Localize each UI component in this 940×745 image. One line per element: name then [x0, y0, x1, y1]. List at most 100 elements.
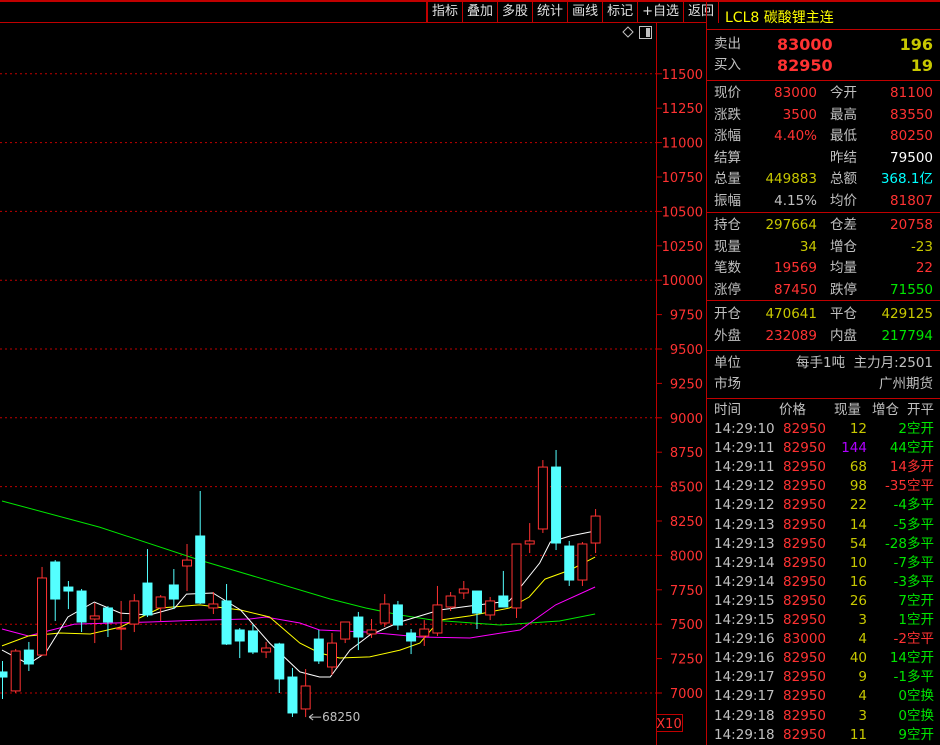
- candle[interactable]: [392, 600, 403, 630]
- stat-label: 仓差: [830, 217, 857, 233]
- candle[interactable]: [419, 620, 430, 646]
- candle[interactable]: [274, 642, 285, 693]
- stat-value: 83550: [890, 106, 933, 123]
- candle[interactable]: [261, 641, 272, 659]
- candle[interactable]: [300, 669, 311, 718]
- diamond-icon[interactable]: [622, 26, 634, 38]
- stat-row: 现量 34 增仓 -23: [707, 237, 940, 258]
- stat-row: 总量 449883 总额 368.1亿: [707, 169, 940, 190]
- tick-price: 82950: [783, 497, 826, 514]
- tick-oi-change: -2: [893, 631, 907, 648]
- tick-oi-change: 2: [898, 421, 907, 437]
- tick-open-close: 多平: [907, 497, 934, 514]
- candle[interactable]: [168, 569, 179, 610]
- tick-oi-change: 9: [898, 726, 907, 743]
- draw-line-button[interactable]: 画线: [568, 2, 604, 23]
- y-tick-label: 11500: [662, 68, 703, 83]
- candle[interactable]: [485, 596, 496, 621]
- tick-row: 14:29:14 82950 10 -7 多平: [707, 554, 940, 573]
- candle[interactable]: [155, 595, 166, 622]
- chart-toolbar: 指标 叠加 多股 统计 画线 标记 +自选 返回: [0, 0, 720, 23]
- candle[interactable]: [89, 603, 100, 644]
- header-price: 价格: [779, 402, 806, 418]
- tick-volume: 3: [858, 612, 867, 628]
- overlay-button[interactable]: 叠加: [463, 2, 499, 23]
- candle[interactable]: [247, 624, 258, 655]
- candle[interactable]: [129, 594, 140, 633]
- candle[interactable]: [287, 667, 298, 717]
- tick-volume: 54: [849, 535, 867, 552]
- candle[interactable]: [10, 648, 21, 693]
- tick-oi-change: 0: [898, 688, 907, 705]
- candle[interactable]: [498, 570, 509, 608]
- candle[interactable]: [340, 621, 351, 644]
- candle[interactable]: [432, 585, 443, 637]
- candle[interactable]: [379, 594, 390, 627]
- candle[interactable]: [208, 592, 219, 615]
- panel-toggle-icon[interactable]: [639, 26, 652, 39]
- tick-price: 82950: [783, 592, 826, 609]
- candle[interactable]: [524, 523, 535, 554]
- y-tick-label: 7000: [670, 687, 703, 702]
- candle[interactable]: [50, 560, 61, 622]
- header-oi-change: 增仓: [872, 402, 899, 418]
- indicator-button[interactable]: 指标: [428, 2, 464, 23]
- candle[interactable]: [116, 600, 127, 651]
- tick-volume: 22: [849, 497, 867, 514]
- candle[interactable]: [63, 580, 74, 610]
- candle[interactable]: [142, 549, 153, 618]
- stat-value: -23: [910, 238, 933, 255]
- candle[interactable]: [511, 543, 522, 619]
- tick-time: 14:29:14: [714, 554, 775, 571]
- candle[interactable]: [577, 542, 588, 586]
- candle[interactable]: [182, 543, 193, 592]
- candle[interactable]: [590, 509, 601, 554]
- candle[interactable]: [353, 611, 364, 651]
- candle[interactable]: [37, 566, 48, 656]
- candle[interactable]: [551, 449, 562, 551]
- low-arrow-icon: [308, 713, 322, 721]
- candle[interactable]: [234, 628, 245, 659]
- candle[interactable]: [76, 588, 87, 633]
- candle[interactable]: [313, 629, 324, 664]
- candle[interactable]: [327, 633, 337, 675]
- back-button[interactable]: 返回: [684, 2, 720, 23]
- candle[interactable]: [366, 618, 377, 638]
- tick-open-close: 空开: [907, 612, 934, 628]
- stat-label: 增仓: [830, 238, 857, 255]
- tick-oi-change: -35: [884, 478, 907, 495]
- multi-stock-button[interactable]: 多股: [498, 2, 534, 23]
- tick-row: 14:29:16 83000 4 -2 空平: [707, 630, 940, 649]
- tick-time: 14:29:18: [714, 707, 775, 724]
- tick-price: 82950: [783, 440, 826, 457]
- statistics-button[interactable]: 统计: [533, 2, 569, 23]
- candle[interactable]: [445, 592, 456, 611]
- tick-price: 82950: [783, 421, 826, 437]
- candle[interactable]: [0, 660, 8, 700]
- candle[interactable]: [406, 629, 417, 655]
- tick-price: 82950: [783, 535, 826, 552]
- stat-row: 结算 昨结 79500: [707, 148, 940, 169]
- candle[interactable]: [195, 491, 206, 604]
- candle[interactable]: [221, 584, 232, 645]
- candle[interactable]: [537, 460, 548, 533]
- tick-time: 14:29:10: [714, 421, 775, 437]
- header-open-close: 开平: [907, 402, 934, 418]
- candle[interactable]: [23, 641, 34, 671]
- add-watchlist-button[interactable]: +自选: [638, 2, 684, 23]
- candle[interactable]: [102, 606, 113, 637]
- stat-value: 87450: [774, 281, 817, 298]
- candle[interactable]: [471, 590, 482, 630]
- stat-value: 79500: [890, 149, 933, 166]
- header-time: 时间: [714, 402, 741, 418]
- y-tick-label: 9500: [670, 343, 703, 358]
- tick-volume: 144: [841, 440, 867, 457]
- mark-button[interactable]: 标记: [603, 2, 639, 23]
- stat-value: 429125: [881, 306, 933, 322]
- kline-chart[interactable]: 7000 7250 7500 7750 8000 8250 8500 8750 9000 9250…: [0, 23, 706, 745]
- candle[interactable]: [564, 540, 575, 586]
- candle[interactable]: [458, 580, 469, 600]
- ask-label: 卖出: [714, 36, 741, 52]
- stat-value: 20758: [890, 217, 933, 233]
- tick-open-close: 空换: [907, 688, 934, 705]
